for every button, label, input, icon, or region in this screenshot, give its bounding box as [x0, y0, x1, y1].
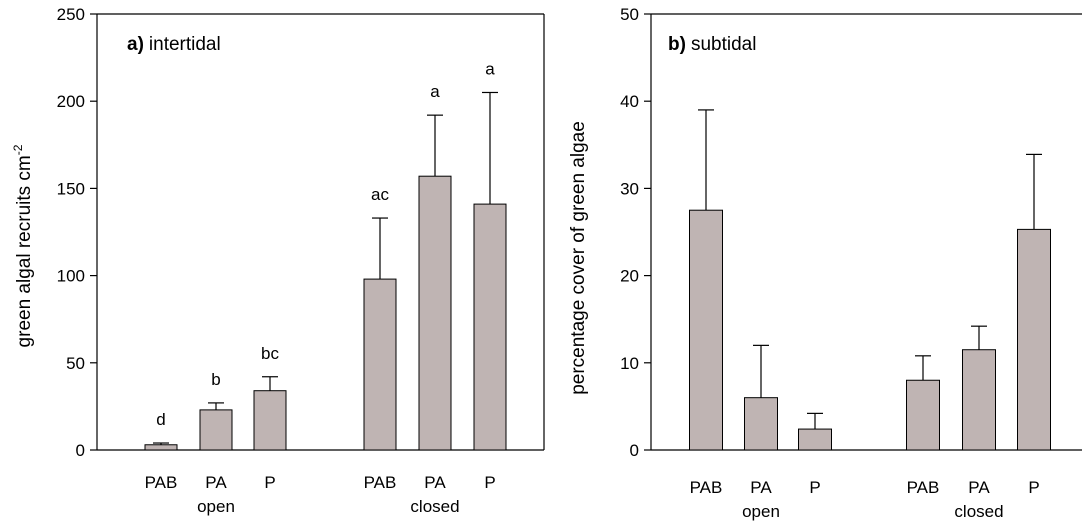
panel-b-bar-6 — [1017, 228, 1051, 451]
panel-a-letter: a) — [127, 34, 144, 55]
panel-b-category-label: PAB — [690, 478, 723, 497]
panel-b-bar-4 — [906, 379, 940, 451]
panel-a-group-label-closed: closed — [410, 497, 459, 516]
panel-b-ytick-label: 30 — [620, 179, 639, 198]
panel-b-ytick-label: 10 — [620, 354, 639, 373]
panel-a-category-label: PA — [205, 473, 227, 492]
panel-a-sig-label-5: a — [430, 82, 440, 101]
panel-b-category-label: P — [809, 478, 820, 497]
panel-b-group-label-closed: closed — [954, 502, 1003, 521]
panel-a-sig-label-3: bc — [261, 344, 279, 363]
panel-a-bar-6 — [473, 203, 507, 451]
panel-a-bar-5 — [418, 175, 452, 451]
panel-b-name: subtidal — [691, 34, 757, 55]
panel-b-ytick-label: 0 — [630, 441, 639, 460]
panel-a-ytick-label: 0 — [76, 441, 85, 460]
panel-b-category-label: PA — [968, 478, 990, 497]
panel-a-name: intertidal — [149, 34, 221, 55]
panel-b-group-label-open: open — [742, 502, 780, 521]
panel-a-bar-2 — [199, 409, 233, 451]
panel-b-bar-5 — [962, 349, 996, 451]
panel-b-subtidal: percentage cover of green algae b) subtid… — [568, 5, 1082, 521]
panel-a-category-label: PA — [424, 473, 446, 492]
panel-a-sig-label-6: a — [485, 59, 495, 78]
panel-a-title: a) intertidal — [127, 34, 221, 55]
panel-b-ytick-label: 50 — [620, 5, 639, 24]
panel-a-category-label: P — [264, 473, 275, 492]
panel-a-category-label: PAB — [145, 473, 178, 492]
panel-a-ytick-label: 250 — [57, 5, 85, 24]
panel-b-bar-2 — [744, 397, 778, 451]
panel-b-category-label: PA — [750, 478, 772, 497]
panel-b-ylabel: percentage cover of green algae — [568, 121, 589, 395]
panel-a-sig-label-4: ac — [371, 185, 389, 204]
panel-b-letter: b) — [668, 34, 686, 55]
panel-b-ytick-label: 20 — [620, 267, 639, 286]
panel-b-bar-3 — [798, 428, 832, 451]
panel-a-category-label: PAB — [364, 473, 397, 492]
panel-a-group-label-open: open — [197, 497, 235, 516]
panel-b-title: b) subtidal — [668, 34, 756, 55]
panel-b-category-label: PAB — [907, 478, 940, 497]
panel-a-ylabel: green algal recruits cm-2 — [11, 144, 35, 347]
panel-a-intertidal: green algal recruits cm-2 a) intertidal 0… — [11, 5, 545, 516]
panel-b-category-label: P — [1028, 478, 1039, 497]
panel-a-sig-label-1: d — [156, 410, 165, 429]
panel-b-bar-1 — [689, 209, 723, 451]
panel-a-sig-label-2: b — [211, 370, 220, 389]
panel-a-category-label: P — [484, 473, 495, 492]
panel-a-bar-1 — [144, 444, 178, 451]
panel-a-ytick-label: 150 — [57, 179, 85, 198]
panel-a-ytick-label: 100 — [57, 267, 85, 286]
panel-a-ytick-label: 200 — [57, 92, 85, 111]
panel-a-ytick-label: 50 — [66, 354, 85, 373]
panel-a-bar-3 — [253, 390, 287, 451]
panel-a-bar-4 — [363, 278, 397, 451]
panel-b-ytick-label: 40 — [620, 92, 639, 111]
